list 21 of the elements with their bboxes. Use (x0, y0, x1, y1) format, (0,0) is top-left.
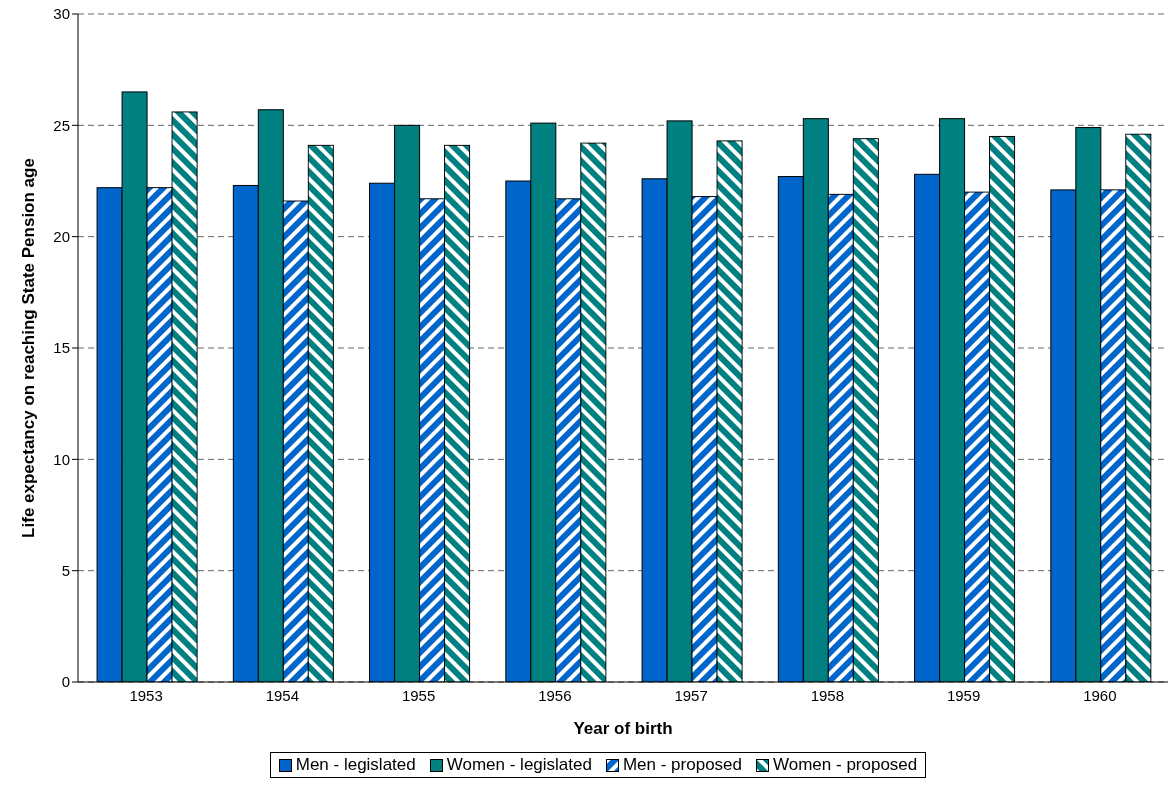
y-tick-label: 10 (53, 450, 70, 468)
legend-label: Men - legislated (294, 755, 416, 775)
y-axis-title: Life expectancy on reaching State Pension age (19, 158, 39, 538)
x-tick-label: 1957 (674, 686, 708, 704)
x-tick-label: 1955 (401, 686, 436, 704)
legend-label: Women - legislated (445, 755, 592, 775)
y-tick-label: 30 (53, 5, 70, 23)
y-tick-label: 25 (53, 116, 70, 134)
x-tick-label: 1958 (810, 686, 845, 704)
y-tick-label: 0 (61, 673, 70, 691)
legend-label: Women - proposed (772, 755, 918, 775)
x-tick-label: 1954 (265, 686, 300, 704)
y-tick-label: 15 (53, 339, 70, 357)
y-tick-label: 20 (53, 227, 70, 245)
x-tick-label: 1953 (129, 686, 163, 704)
x-tick-label: 1959 (946, 686, 981, 704)
legend-label: Men - proposed (621, 755, 743, 775)
x-tick-label: 1960 (1083, 686, 1117, 704)
x-axis-title: Year of birth (573, 719, 673, 738)
x-tick-label: 1956 (538, 686, 572, 704)
y-tick-label: 5 (61, 561, 70, 579)
